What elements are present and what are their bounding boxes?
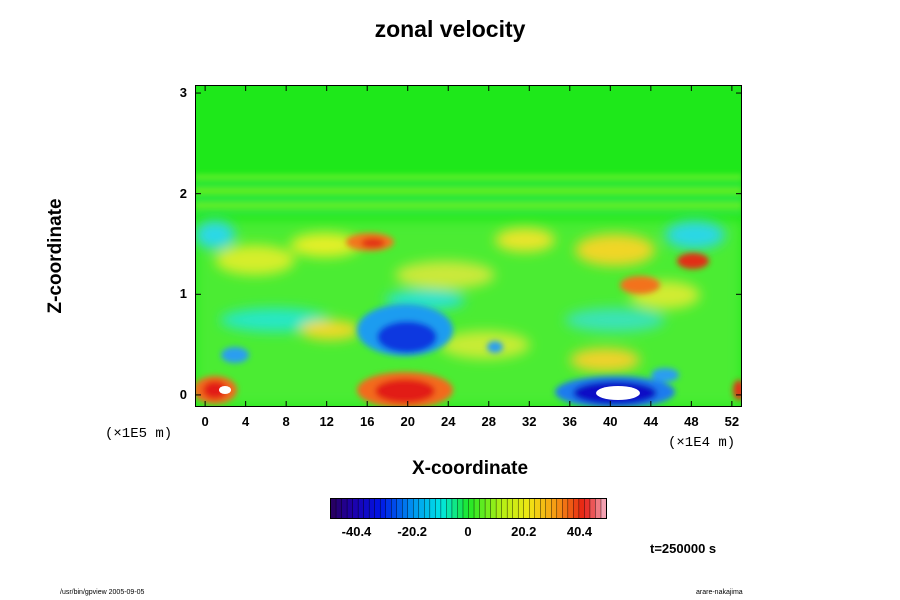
colorbar-cell <box>506 498 514 519</box>
colorbar-cell <box>413 498 420 519</box>
x-tick-label: 4 <box>242 414 250 429</box>
colorbar-cell <box>357 498 365 519</box>
colorbar-cell <box>368 498 376 519</box>
time-label: t=250000 s <box>650 541 717 556</box>
x-tick-label: 36 <box>562 414 578 429</box>
colorbar-cell <box>435 498 442 519</box>
colorbar-cell <box>429 498 436 519</box>
colorbar-cell <box>540 498 547 519</box>
x-tick-label: 48 <box>684 414 699 429</box>
colorbar-cell <box>490 498 497 519</box>
colorbar-tick-label: 20.2 <box>511 524 537 539</box>
colorbar-tick-label: -20.2 <box>397 524 428 539</box>
colorbar-cell <box>457 498 464 519</box>
colorbar-cell <box>440 498 447 519</box>
colorbar-cell <box>418 498 425 519</box>
colorbar-tick-label: 0 <box>464 524 472 539</box>
y-unit-label: (×1E5 m) <box>105 426 173 442</box>
colorbar-cell <box>407 498 414 519</box>
colorbar-cell <box>589 498 596 519</box>
colorbar-cell <box>346 498 354 519</box>
y-tick-label: 3 <box>179 85 187 101</box>
x-unit-label: (×1E4 m) <box>668 435 736 451</box>
colorbar-cell <box>468 498 475 519</box>
colorbar-tick-label: -40.4 <box>341 524 372 539</box>
colorbar-cell <box>462 498 469 519</box>
colorbar-cell <box>402 498 409 519</box>
colorbar-cell <box>578 498 585 519</box>
colorbar-cell <box>330 498 337 519</box>
x-tick-label: 32 <box>522 414 537 429</box>
x-ticks <box>204 85 733 407</box>
colorbar-cell <box>584 498 591 519</box>
y-ticks <box>195 92 742 396</box>
colorbar-cell <box>501 498 508 519</box>
min-region <box>596 386 640 400</box>
plot-frame <box>195 85 742 407</box>
colorbar <box>330 498 608 525</box>
colorbar-cell <box>529 498 536 519</box>
colorbar-svg <box>330 498 608 519</box>
colorbar-cell <box>567 498 574 519</box>
colorbar-cell <box>534 498 541 519</box>
colorbar-cell <box>396 498 403 519</box>
footer-left: /usr/bin/gpview 2005-09-05 <box>60 589 145 596</box>
colorbar-cell <box>573 498 580 519</box>
colorbar-cell <box>374 498 381 519</box>
y-tick-label: 0 <box>179 386 187 402</box>
colorbar-cell <box>495 498 503 519</box>
x-axis-label: X-coordinate <box>411 458 529 479</box>
y-tick-label: 1 <box>179 286 187 302</box>
x-tick-label: 24 <box>441 414 456 429</box>
y-tick-label: 2 <box>179 185 187 201</box>
x-tick-label: 0 <box>201 414 209 429</box>
x-tick-label: 20 <box>400 414 415 429</box>
colorbar-cell <box>363 498 370 519</box>
max-region <box>219 386 231 394</box>
chart-title: zonal velocity <box>374 16 526 42</box>
colorbar-cell <box>556 498 563 519</box>
colorbar-cell <box>484 498 492 519</box>
x-tick-label: 12 <box>319 414 334 429</box>
x-tick-label: 28 <box>481 414 496 429</box>
colorbar-cell <box>451 498 458 519</box>
colorbar-cell <box>473 498 481 519</box>
colorbar-cell <box>523 498 530 519</box>
colorbar-cell <box>595 498 602 519</box>
colorbar-cell <box>341 498 348 519</box>
x-tick-label: 44 <box>643 414 659 429</box>
x-tick-label: 40 <box>603 414 618 429</box>
colorbar-cell <box>335 498 343 519</box>
colorbar-cell <box>551 498 558 519</box>
colorbar-cell <box>512 498 519 519</box>
x-tick-label: 8 <box>282 414 290 429</box>
colorbar-cell <box>424 498 431 519</box>
y-axis-label: Z-coordinate <box>45 198 66 314</box>
colorbar-cell <box>545 498 552 519</box>
x-tick-label: 16 <box>359 414 375 429</box>
colorbar-tick-label: 40.4 <box>566 524 593 539</box>
footer-right: arare-nakajima <box>696 589 743 596</box>
colorbar-cell <box>352 498 359 519</box>
colorbar-cell <box>379 498 387 519</box>
colorbar-cell <box>385 498 392 519</box>
colorbar-cell <box>517 498 525 519</box>
plot-area <box>195 85 742 412</box>
colorbar-cell <box>562 498 569 519</box>
heatmap-svg <box>195 85 742 407</box>
colorbar-cell <box>391 498 398 519</box>
colorbar-cell <box>446 498 453 519</box>
colorbar-cell <box>600 498 608 519</box>
x-tick-label: 52 <box>724 414 740 429</box>
colorbar-cell <box>479 498 486 519</box>
